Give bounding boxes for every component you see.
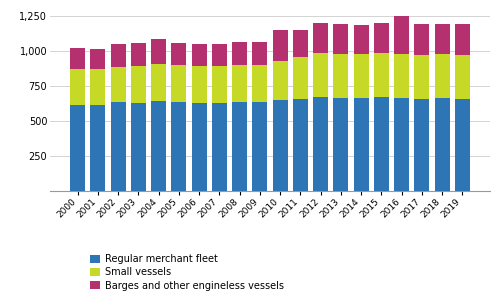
Bar — [414, 24, 430, 55]
Bar — [293, 58, 308, 99]
Bar — [252, 42, 268, 65]
Bar — [272, 61, 287, 100]
Bar — [434, 24, 450, 54]
Bar — [354, 54, 368, 98]
Bar — [354, 98, 368, 191]
Bar — [374, 53, 389, 97]
Bar — [293, 30, 308, 58]
Bar — [192, 44, 206, 66]
Bar — [131, 66, 146, 103]
Bar — [313, 53, 328, 97]
Bar — [212, 44, 227, 66]
Bar — [131, 103, 146, 191]
Bar — [90, 105, 106, 191]
Bar — [192, 103, 206, 191]
Bar — [172, 43, 186, 65]
Bar — [394, 54, 409, 98]
Bar — [272, 30, 287, 61]
Bar — [313, 23, 328, 53]
Bar — [70, 105, 85, 191]
Bar — [131, 43, 146, 66]
Bar — [110, 44, 126, 67]
Bar — [151, 64, 166, 101]
Bar — [414, 55, 430, 99]
Bar — [90, 49, 106, 69]
Bar — [394, 98, 409, 191]
Bar — [192, 66, 206, 103]
Bar — [354, 25, 368, 54]
Bar — [334, 24, 348, 54]
Bar — [151, 39, 166, 64]
Bar — [434, 98, 450, 191]
Bar — [394, 16, 409, 54]
Bar — [334, 98, 348, 191]
Bar — [212, 103, 227, 191]
Bar — [172, 65, 186, 102]
Bar — [232, 42, 247, 65]
Bar — [90, 69, 106, 105]
Bar — [232, 102, 247, 191]
Bar — [455, 55, 470, 99]
Bar — [110, 102, 126, 191]
Bar — [151, 101, 166, 191]
Bar — [272, 100, 287, 191]
Bar — [110, 67, 126, 102]
Bar — [374, 23, 389, 53]
Bar — [172, 102, 186, 191]
Bar — [212, 66, 227, 103]
Bar — [414, 99, 430, 191]
Bar — [434, 54, 450, 98]
Bar — [455, 24, 470, 55]
Bar — [70, 48, 85, 69]
Bar — [455, 99, 470, 191]
Legend: Regular merchant fleet, Small vessels, Barges and other engineless vessels: Regular merchant fleet, Small vessels, B… — [90, 254, 284, 291]
Bar — [374, 97, 389, 191]
Bar — [232, 65, 247, 102]
Bar — [334, 54, 348, 98]
Bar — [313, 97, 328, 191]
Bar — [293, 99, 308, 191]
Bar — [70, 69, 85, 105]
Bar — [252, 65, 268, 102]
Bar — [252, 102, 268, 191]
